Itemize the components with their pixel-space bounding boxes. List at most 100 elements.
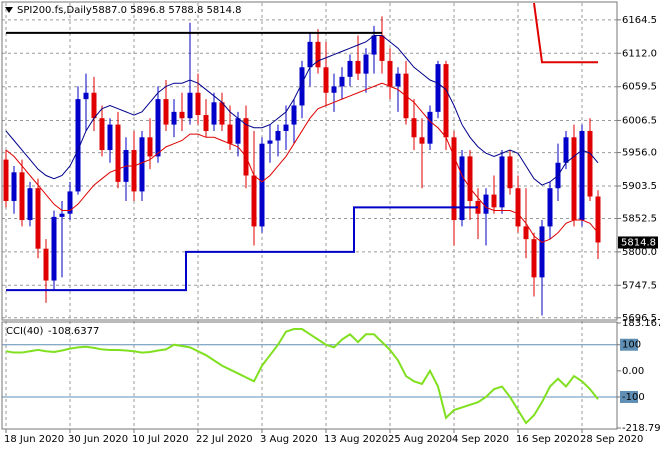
candles: [3, 2, 601, 316]
candle-body: [531, 239, 537, 278]
candle-body: [371, 35, 377, 55]
cci-title: CCI(40): [6, 326, 44, 337]
candle-body: [507, 156, 513, 189]
y-tick-label: 6059.5: [622, 82, 657, 93]
candle-body: [51, 216, 57, 281]
candle-body: [75, 99, 81, 192]
candle-body: [131, 150, 137, 192]
candle-body: [515, 188, 521, 227]
price-frame: [1, 1, 618, 321]
candle-body: [227, 124, 233, 144]
candle-body: [211, 102, 217, 125]
candle-body: [355, 60, 361, 74]
y-tick-label: 6006.5: [622, 115, 657, 126]
candle-body: [387, 60, 393, 87]
candle-body: [451, 137, 457, 221]
candle-body: [3, 159, 9, 201]
x-tick-label: 4 Sep 2020: [452, 434, 509, 445]
candle-body: [83, 92, 89, 100]
y-tick-label: 183.1673: [622, 318, 660, 329]
candle-body: [283, 124, 289, 131]
candle-body: [267, 140, 273, 144]
y-tick-label: 5903.5: [622, 181, 657, 192]
candle-body: [339, 76, 345, 87]
candle-body: [579, 130, 585, 221]
x-tick-label: 25 Aug 2020: [388, 434, 452, 445]
indicator-line: [6, 206, 478, 292]
candle-body: [563, 137, 569, 163]
x-tick-label: 3 Aug 2020: [260, 434, 318, 445]
candle-body: [323, 67, 329, 93]
y-tick-label: 5800.0: [622, 247, 657, 258]
candle-body: [219, 102, 225, 125]
candle-body: [187, 92, 193, 119]
candle-body: [547, 188, 553, 227]
x-tick-label: 10 Jul 2020: [132, 434, 189, 445]
y-tick-label: 5696.5: [622, 313, 657, 324]
candle-body: [595, 196, 601, 243]
candle-body: [427, 111, 433, 144]
y-tick-label: 6112.0: [622, 48, 657, 59]
candle-body: [11, 172, 17, 201]
candle-body: [315, 41, 321, 68]
indicator-line: [533, 2, 598, 64]
indicator-line: [5, 34, 599, 186]
candle-body: [395, 73, 401, 87]
candle-body: [523, 226, 529, 240]
candle-body: [251, 175, 257, 227]
x-tick-label: 13 Aug 2020: [324, 434, 388, 445]
candle-body: [243, 118, 249, 176]
candle-body: [259, 143, 265, 227]
candle-body: [171, 111, 177, 125]
candle-body: [587, 130, 593, 197]
y-tick-label: -218.799: [622, 423, 660, 434]
chart-title: SPI200.fs,Daily: [17, 5, 92, 16]
candle-body: [155, 99, 161, 157]
candle-body: [115, 124, 121, 182]
last-price-box: [618, 236, 658, 249]
indicator-line: [5, 82, 599, 243]
candle-body: [19, 172, 25, 221]
menu-icon: [5, 7, 13, 13]
candle-body: [67, 191, 73, 214]
candle-body: [467, 156, 473, 201]
level-label-bg: [620, 390, 638, 403]
x-tick-label: 16 Sep 2020: [516, 434, 579, 445]
x-tick-label: 28 Sep 2020: [580, 434, 643, 445]
candle-body: [107, 124, 113, 151]
y-tick-label: 5956.0: [622, 148, 657, 159]
candle-body: [27, 188, 33, 221]
y-tick-label: 5747.5: [622, 280, 657, 291]
y-tick-label: -100: [622, 392, 645, 403]
candle-body: [491, 194, 497, 208]
candle-body: [459, 156, 465, 221]
candle-body: [291, 105, 297, 125]
candle-body: [539, 226, 545, 278]
candle-body: [195, 92, 201, 116]
candle-body: [483, 194, 489, 214]
x-tick-label: 22 Jul 2020: [196, 434, 253, 445]
level-label-bg: [620, 338, 638, 351]
candle-body: [99, 118, 105, 151]
cci-frame: [1, 321, 618, 430]
candle-body: [203, 115, 209, 131]
candle-body: [235, 118, 241, 144]
candle-body: [499, 156, 505, 208]
candle-body: [275, 130, 281, 141]
candle-body: [179, 111, 185, 119]
candle-body: [363, 54, 369, 74]
cci-line: [5, 328, 599, 425]
quote: 5887.0 5896.8 5788.8 5814.8: [92, 5, 242, 16]
candle-body: [419, 137, 425, 144]
candle-body: [443, 64, 449, 138]
candle-body: [35, 188, 41, 249]
candle-body: [163, 99, 169, 125]
candle-body: [299, 67, 305, 106]
y-tick-label: 0.00: [622, 366, 644, 377]
candle-body: [147, 137, 153, 157]
x-tick-label: 30 Jun 2020: [68, 434, 128, 445]
y-tick-label: 5852.5: [622, 213, 657, 224]
candle-body: [331, 86, 337, 93]
